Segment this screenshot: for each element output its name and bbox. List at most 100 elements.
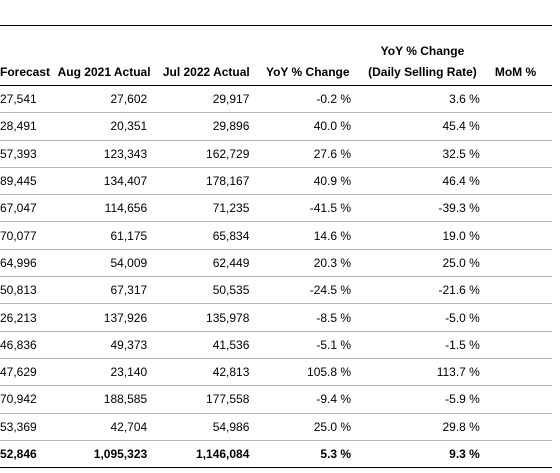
table-cell: -5.0 % [358,303,487,332]
table-row: 57,393 123,343 162,729 27.6 % 32.5 % [0,140,552,168]
table-cell [486,413,552,441]
header-top-cell [0,26,53,59]
table-cell: 3.6 % [358,85,487,114]
table-cell: 20.3 % [257,249,359,278]
header-yoy-change: YoY % Change [257,59,359,86]
header-row: Forecast Aug 2021 Actual Jul 2022 Actual… [0,59,552,86]
table-cell: 29.8 % [358,413,487,441]
table-cell: 41,536 [155,331,258,359]
table-row: 27,541 27,602 29,917 -0.2 % 3.6 % [0,85,552,114]
table-cell [486,276,552,305]
table-cell: -0.2 % [257,85,359,114]
table-row: 89,445 134,407 178,167 40.9 % 46.4 % [0,167,552,196]
table-cell: 29,917 [155,85,258,114]
table-cell: 46,836 [0,331,54,359]
table-cell: 50,813 [0,276,54,305]
table-cell: 27,541 [0,85,54,114]
table-cell: 57,393 [0,140,54,168]
table-cell: 135,978 [155,303,258,332]
table-cell [486,140,552,168]
total-cell: 1,095,323 [53,439,156,469]
table-cell: 62,449 [155,249,258,278]
header-top-cell [53,26,155,59]
header-top-border [0,25,552,26]
header-mom-change: MoM % [486,59,552,86]
table-cell: 70,077 [0,221,54,250]
table-cell: -21.6 % [358,276,487,305]
table-cell: 67,317 [53,276,156,305]
table-cell: 61,175 [53,221,156,250]
table-cell: 105.8 % [257,358,359,387]
header-jul-2022-actual: Jul 2022 Actual [155,59,258,86]
table-cell: 67,047 [0,194,54,223]
table-row: 28,491 20,351 29,896 40.0 % 45.4 % [0,112,552,141]
table-cell: 114,656 [53,194,156,223]
table-cell: 177,558 [155,385,258,414]
table-cell [486,385,552,414]
table-cell: 70,942 [0,385,54,414]
total-cell: 1,146,084 [155,439,258,469]
total-cell: 52,846 [0,439,54,469]
table-cell: 19.0 % [358,221,487,250]
total-cell: 9.3 % [358,439,487,469]
table-cell: 27,602 [53,85,156,114]
table-cell [486,167,552,196]
table-row: 26,213 137,926 135,978 -8.5 % -5.0 % [0,303,552,332]
total-cell: 5.3 % [257,439,359,469]
table-cell: 47,629 [0,358,54,387]
table-cell [486,331,552,359]
table-cell: 134,407 [53,167,156,196]
sales-table: YoY % Change Forecast Aug 2021 Actual Ju… [0,25,552,469]
header-daily-selling-rate: (Daily Selling Rate) [358,59,487,86]
table-cell: 28,491 [0,112,54,141]
header-top-cell [155,26,257,59]
table-row: 64,996 54,009 62,449 20.3 % 25.0 % [0,249,552,278]
table-cell: 137,926 [53,303,156,332]
table-cell: 113.7 % [358,358,487,387]
table-cell: -41.5 % [257,194,359,223]
table-cell: 42,704 [53,413,156,441]
table-row: 47,629 23,140 42,813 105.8 % 113.7 % [0,358,552,387]
table-cell: -5.1 % [257,331,359,359]
table-cell: 54,986 [155,413,258,441]
table-cell: 27.6 % [257,140,359,168]
table-row: 70,077 61,175 65,834 14.6 % 19.0 % [0,221,552,250]
table-cell: 49,373 [53,331,156,359]
table-cell: 188,585 [53,385,156,414]
table-cell [486,249,552,278]
total-row: 52,846 1,095,323 1,146,084 5.3 % 9.3 % [0,439,552,469]
table-cell: 53,369 [0,413,54,441]
table-cell: -9.4 % [257,385,359,414]
table-cell [486,112,552,141]
table-cell: 32.5 % [358,140,487,168]
table-cell [486,358,552,387]
table-cell: -5.9 % [358,385,487,414]
table-cell: 14.6 % [257,221,359,250]
table-cell: 89,445 [0,167,54,196]
table-cell: 123,343 [53,140,156,168]
table-cell: 23,140 [53,358,156,387]
table-cell: 50,535 [155,276,258,305]
table-row: 46,836 49,373 41,536 -5.1 % -1.5 % [0,331,552,359]
table-cell: 29,896 [155,112,258,141]
header-top-cell [487,26,552,59]
table-body: 27,541 27,602 29,917 -0.2 % 3.6 % 28,491 20,35… [0,85,552,469]
table-cell: 178,167 [155,167,258,196]
table-row: 53,369 42,704 54,986 25.0 % 29.8 % [0,413,552,441]
table-row: 50,813 67,317 50,535 -24.5 % -21.6 % [0,276,552,305]
table-cell: 54,009 [53,249,156,278]
table-cell: 64,996 [0,249,54,278]
table-cell: 42,813 [155,358,258,387]
header-yoy-dsr-top: YoY % Change [380,44,465,58]
table-cell [486,85,552,114]
table-cell: -1.5 % [358,331,487,359]
table-cell [486,194,552,223]
table-cell: 25.0 % [257,413,359,441]
table-cell: 71,235 [155,194,258,223]
table-cell: 45.4 % [358,112,487,141]
table-row: 67,047 114,656 71,235 -41.5 % -39.3 % [0,194,552,223]
table-cell [486,221,552,250]
header-top-cell [257,26,358,59]
table-cell: 65,834 [155,221,258,250]
